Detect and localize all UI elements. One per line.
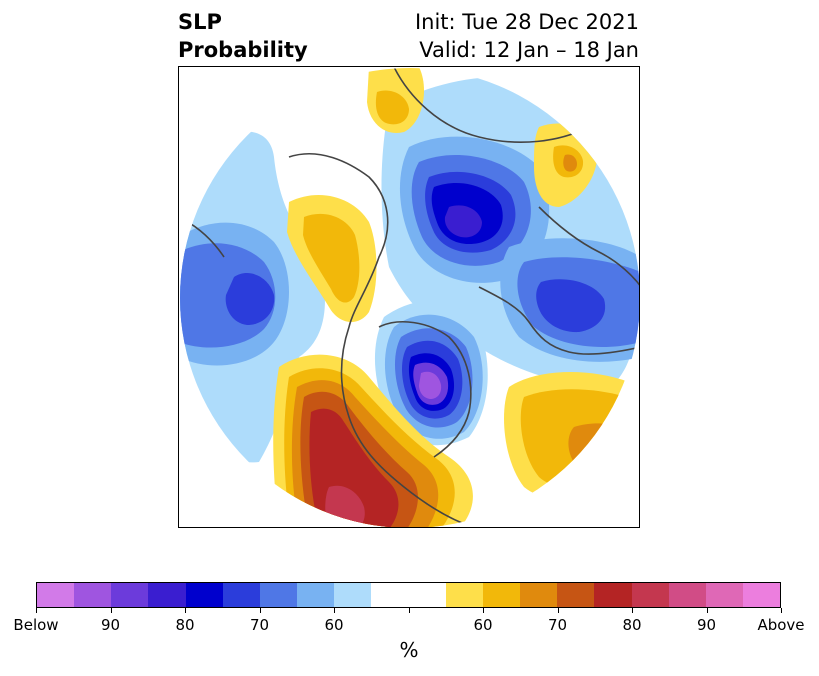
probability-map: [180, 68, 639, 527]
colorbar-segment: [557, 583, 595, 607]
colorbar-tick: [707, 608, 708, 613]
colorbar-segment: [371, 583, 409, 607]
init-date: Init: Tue 28 Dec 2021: [414, 10, 639, 34]
colorbar-tick-label: 70: [547, 616, 568, 634]
colorbar-tick: [111, 608, 112, 613]
colorbar-tick: [36, 608, 37, 613]
colorbar-segment: [742, 583, 781, 607]
colorbar-segment: [631, 583, 669, 607]
title-right: Init: Tue 28 Dec 2021 Valid: 12 Jan – 18…: [415, 8, 639, 64]
colorbar-segment: [482, 583, 521, 607]
region-below-arctic-90: [444, 205, 482, 238]
colorbar-tick-label: 70: [249, 616, 270, 634]
colorbar-tick-label: 90: [696, 616, 717, 634]
region-below-hudson-95: [419, 371, 442, 399]
colorbar-segment: [37, 583, 75, 607]
product-name: Probability: [178, 38, 308, 62]
colorbar-tick: [409, 608, 410, 613]
colorbar-tick-label: Below: [13, 616, 59, 634]
colorbar-segment: [297, 583, 335, 607]
colorbar-tick-label: Above: [757, 616, 805, 634]
colorbar-tick: [334, 608, 335, 613]
colorbar-tick-label: 60: [473, 616, 493, 634]
colorbar-tick-label: 80: [622, 616, 642, 634]
colorbar-tick: [632, 608, 633, 613]
region-below-europe-80: [536, 279, 606, 333]
colorbar-segment: [222, 583, 260, 607]
region-above-atlantic-70: [568, 423, 639, 481]
probability-field: [180, 68, 639, 527]
colorbar-tick: [185, 608, 186, 613]
colorbar-segment: [334, 583, 372, 607]
valid-range: Valid: 12 Jan – 18 Jan: [419, 38, 639, 62]
colorbar-segment: [148, 583, 186, 607]
region-below-pacific-80: [225, 273, 275, 325]
title-left: SLP Probability: [178, 8, 308, 64]
colorbar-tick: [483, 608, 484, 613]
colorbar-tick: [558, 608, 559, 613]
region-above-canada-65: [303, 213, 360, 303]
colorbar-segment: [594, 583, 632, 607]
colorbar-segment: [705, 583, 743, 607]
region-above-asia-70: [563, 154, 577, 172]
colorbar-segment: [445, 583, 483, 607]
colorbar-segment: [668, 583, 706, 607]
colorbar-tick-label: 80: [175, 616, 195, 634]
colorbar-tick: [260, 608, 261, 613]
map-panel: [178, 66, 640, 528]
colorbar-unit: %: [399, 638, 419, 662]
variable-name: SLP: [178, 10, 222, 34]
colorbar-segment: [111, 583, 149, 607]
colorbar-segment: [408, 583, 446, 607]
colorbar-tick: [781, 608, 782, 613]
colorbar: [36, 582, 781, 608]
colorbar-segment: [520, 583, 558, 607]
colorbar-segment: [259, 583, 298, 607]
colorbar-segment: [185, 583, 223, 607]
colorbar-tick-label: 90: [100, 616, 121, 634]
colorbar-tick-label: 60: [324, 616, 344, 634]
region-above-scand-65: [375, 90, 409, 125]
colorbar-segment: [74, 583, 112, 607]
